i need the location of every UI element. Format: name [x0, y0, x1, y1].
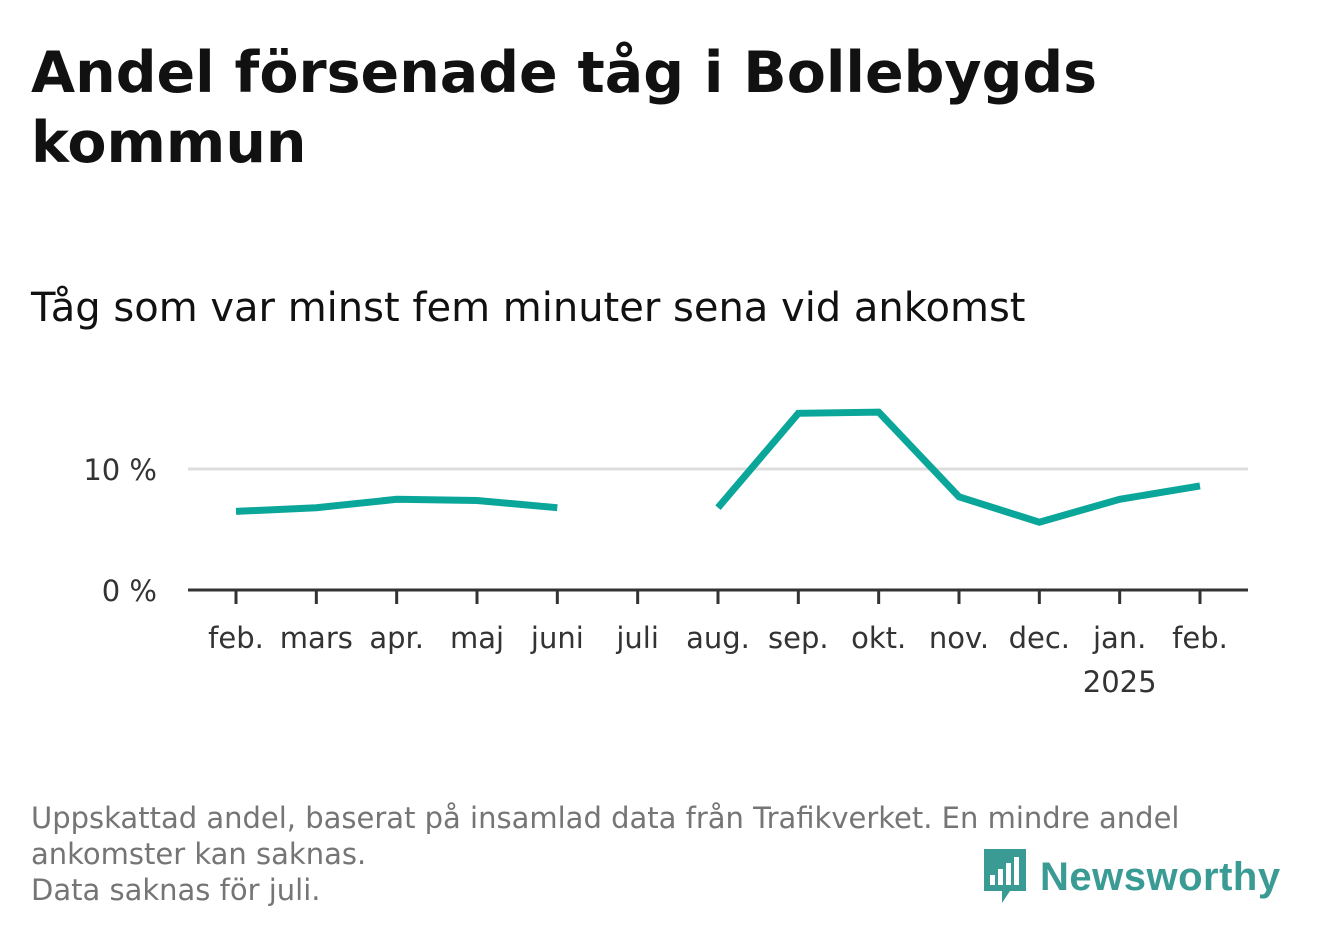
brand-logo: Newsworthy — [980, 845, 1281, 909]
footnote: Uppskattad andel, baserat på insamlad da… — [31, 800, 1291, 908]
x-tick-label: okt. — [851, 621, 906, 655]
x-tick-label: jan. — [1092, 621, 1146, 655]
chart-title: Andel försenade tåg i Bollebygds kommun — [31, 40, 1098, 176]
x-tick-label: juni — [530, 621, 584, 655]
x-tick-label: juli — [615, 621, 659, 655]
series-line-segment — [235, 495, 558, 515]
footnote-line-1: Uppskattad andel, baserat på insamlad da… — [31, 801, 1180, 835]
x-tick-label: feb. — [208, 621, 264, 655]
footnote-line-2: ankomster kan saknas. — [31, 837, 367, 871]
chart-subtitle: Tåg som var minst fem minuter sena vid a… — [31, 285, 1026, 331]
footnote-line-3: Data saknas för juli. — [31, 873, 321, 907]
x-tick-label: feb. — [1172, 621, 1228, 655]
x-tick-label: sep. — [768, 621, 829, 655]
x-tick-label: aug. — [686, 621, 750, 655]
y-tick-label: 0 % — [102, 574, 157, 608]
series-line-segment — [715, 408, 1201, 526]
x-tick-label: nov. — [929, 621, 989, 655]
x-tick-label: maj — [450, 621, 504, 655]
brand-name: Newsworthy — [1040, 854, 1281, 899]
x-tick-label: apr. — [369, 621, 424, 655]
x-tick-label: dec. — [1009, 621, 1070, 655]
y-tick-label: 10 % — [83, 453, 157, 487]
x-tick-label: mars — [280, 621, 353, 655]
x-tick-sublabel: 2025 — [1083, 665, 1157, 699]
newsworthy-logo-icon — [984, 849, 1026, 903]
